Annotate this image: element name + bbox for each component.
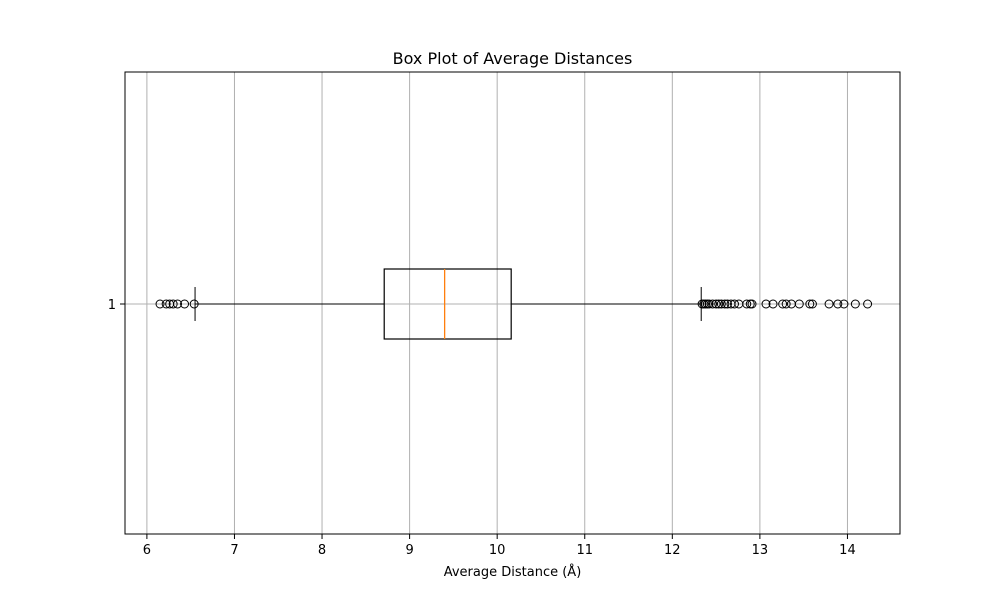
x-tick-label: 8 xyxy=(318,543,326,558)
x-tick-label: 11 xyxy=(576,543,593,558)
x-tick-label: 10 xyxy=(489,543,506,558)
x-tick-label: 9 xyxy=(405,543,413,558)
chart-title: Box Plot of Average Distances xyxy=(393,49,633,68)
x-tick-label: 6 xyxy=(143,543,151,558)
x-axis-label: Average Distance (Å) xyxy=(444,564,582,580)
x-tick-label: 12 xyxy=(664,543,681,558)
x-tick-label: 13 xyxy=(752,543,769,558)
y-tick-label: 1 xyxy=(108,298,116,313)
x-tick-label: 7 xyxy=(230,543,238,558)
x-tick-label: 14 xyxy=(839,543,856,558)
